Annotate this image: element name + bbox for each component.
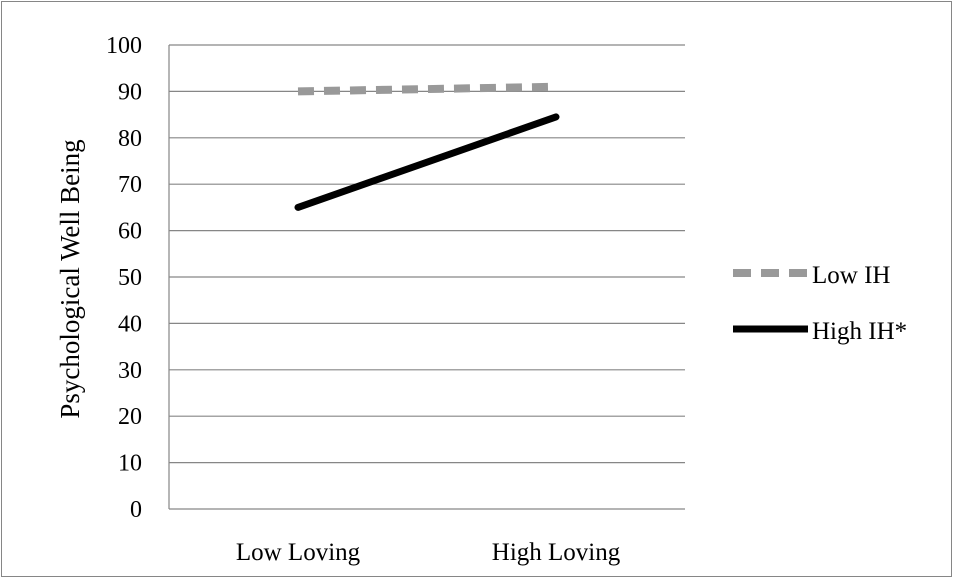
y-tick-label-0: 0 <box>130 497 142 523</box>
y-tick-label-100: 100 <box>106 33 142 59</box>
y-tick-label-20: 20 <box>118 404 142 430</box>
series-line-0 <box>297 82 557 96</box>
x-category-label-1: High Loving <box>492 539 621 566</box>
series-lines <box>294 82 560 211</box>
y-tick-labels: 0 10 20 30 40 50 60 70 80 90 100 <box>106 33 142 523</box>
legend-label-0: Low IH <box>812 262 890 289</box>
y-tick-label-50: 50 <box>118 265 142 291</box>
x-category-label-0: Low Loving <box>236 539 361 566</box>
y-tick-label-60: 60 <box>118 219 142 245</box>
y-tick-label-30: 30 <box>118 358 142 384</box>
gridlines <box>168 44 685 510</box>
y-tick-label-80: 80 <box>118 126 142 152</box>
y-tick-label-10: 10 <box>118 451 142 477</box>
y-tick-label-90: 90 <box>118 79 142 105</box>
y-tick-label-70: 70 <box>118 172 142 198</box>
series-line-1 <box>294 113 560 211</box>
legend-label-1: High IH* <box>812 318 907 345</box>
legend: Low IH High IH* <box>733 262 907 345</box>
y-tick-label-40: 40 <box>118 311 142 337</box>
x-category-labels: Low Loving High Loving <box>236 539 621 566</box>
y-axis-title: Psychological Well Being <box>55 139 85 418</box>
